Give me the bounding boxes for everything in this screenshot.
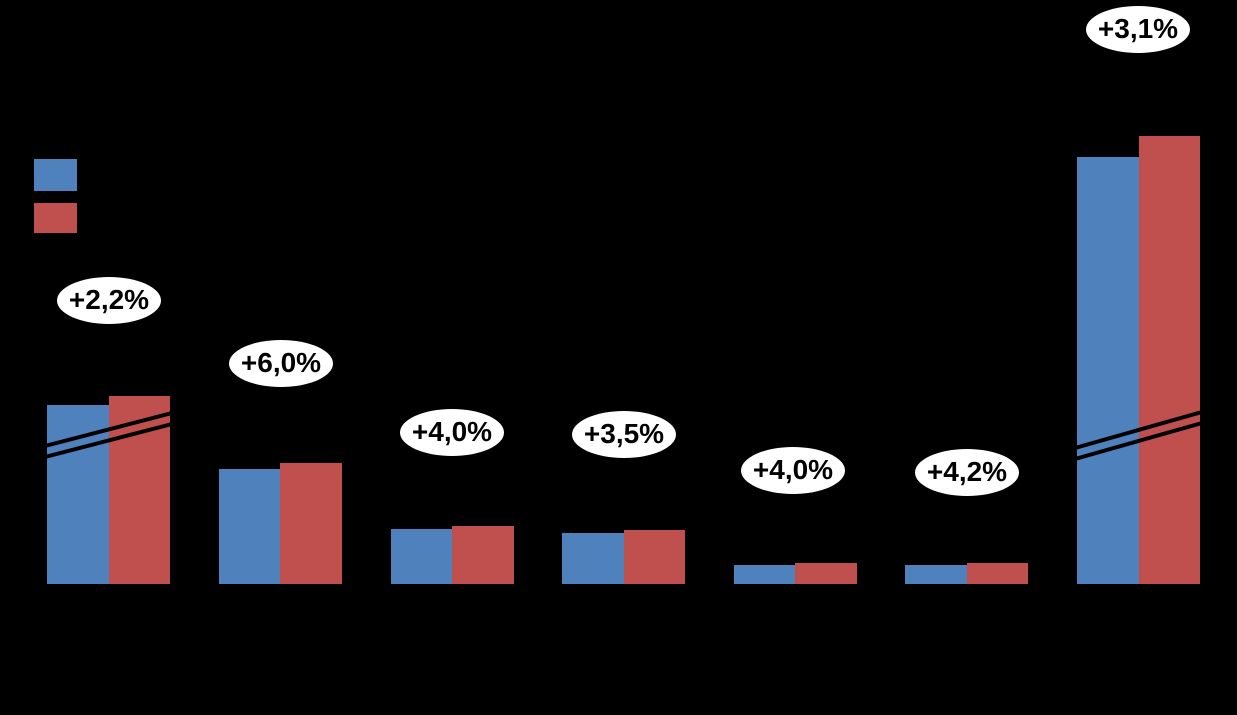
growth-label-text: +6,0% bbox=[240, 347, 322, 378]
growth-label-text: +4,0% bbox=[411, 416, 493, 447]
bar-series-2-red-group6 bbox=[966, 563, 1028, 584]
bar-series-2-red-group2 bbox=[280, 463, 342, 584]
growth-label-oval-group2: +6,0% bbox=[229, 339, 333, 387]
growth-label-oval-group4: +3,5% bbox=[572, 410, 676, 458]
growth-label-text: +3,1% bbox=[1097, 13, 1179, 44]
growth-label-text: +4,0% bbox=[752, 454, 834, 485]
growth-label-text: +4,2% bbox=[926, 456, 1008, 487]
bar-series-1-blue-group2 bbox=[218, 469, 280, 584]
growth-label-oval-group3: +4,0% bbox=[400, 408, 504, 456]
bar-series-2-red-group1 bbox=[108, 396, 170, 584]
legend-swatch-series-1 bbox=[34, 159, 77, 191]
growth-label-oval-group1: +2,2% bbox=[57, 276, 161, 324]
bar-series-1-blue-group5 bbox=[733, 565, 795, 584]
bar-series-1-blue-group6 bbox=[905, 565, 967, 584]
bar-series-1-blue-group1 bbox=[47, 405, 109, 584]
growth-label-text: +3,5% bbox=[583, 418, 665, 449]
bar-series-1-blue-group3 bbox=[390, 529, 452, 584]
bar-series-1-blue-group7 bbox=[1077, 157, 1139, 584]
bar-series-2-red-group4 bbox=[623, 530, 685, 584]
bar-series-2-red-group5 bbox=[795, 563, 857, 584]
growth-label-oval-group5: +4,0% bbox=[741, 446, 845, 494]
growth-label-oval-group7: +3,1% bbox=[1086, 5, 1190, 53]
growth-label-oval-group6: +4,2% bbox=[915, 448, 1019, 496]
bar-series-2-red-group3 bbox=[452, 526, 514, 584]
legend-swatch-series-2 bbox=[34, 203, 77, 233]
growth-label-text: +2,2% bbox=[68, 284, 150, 315]
bar-series-1-blue-group4 bbox=[562, 533, 624, 584]
bar-series-2-red-group7 bbox=[1138, 136, 1200, 584]
